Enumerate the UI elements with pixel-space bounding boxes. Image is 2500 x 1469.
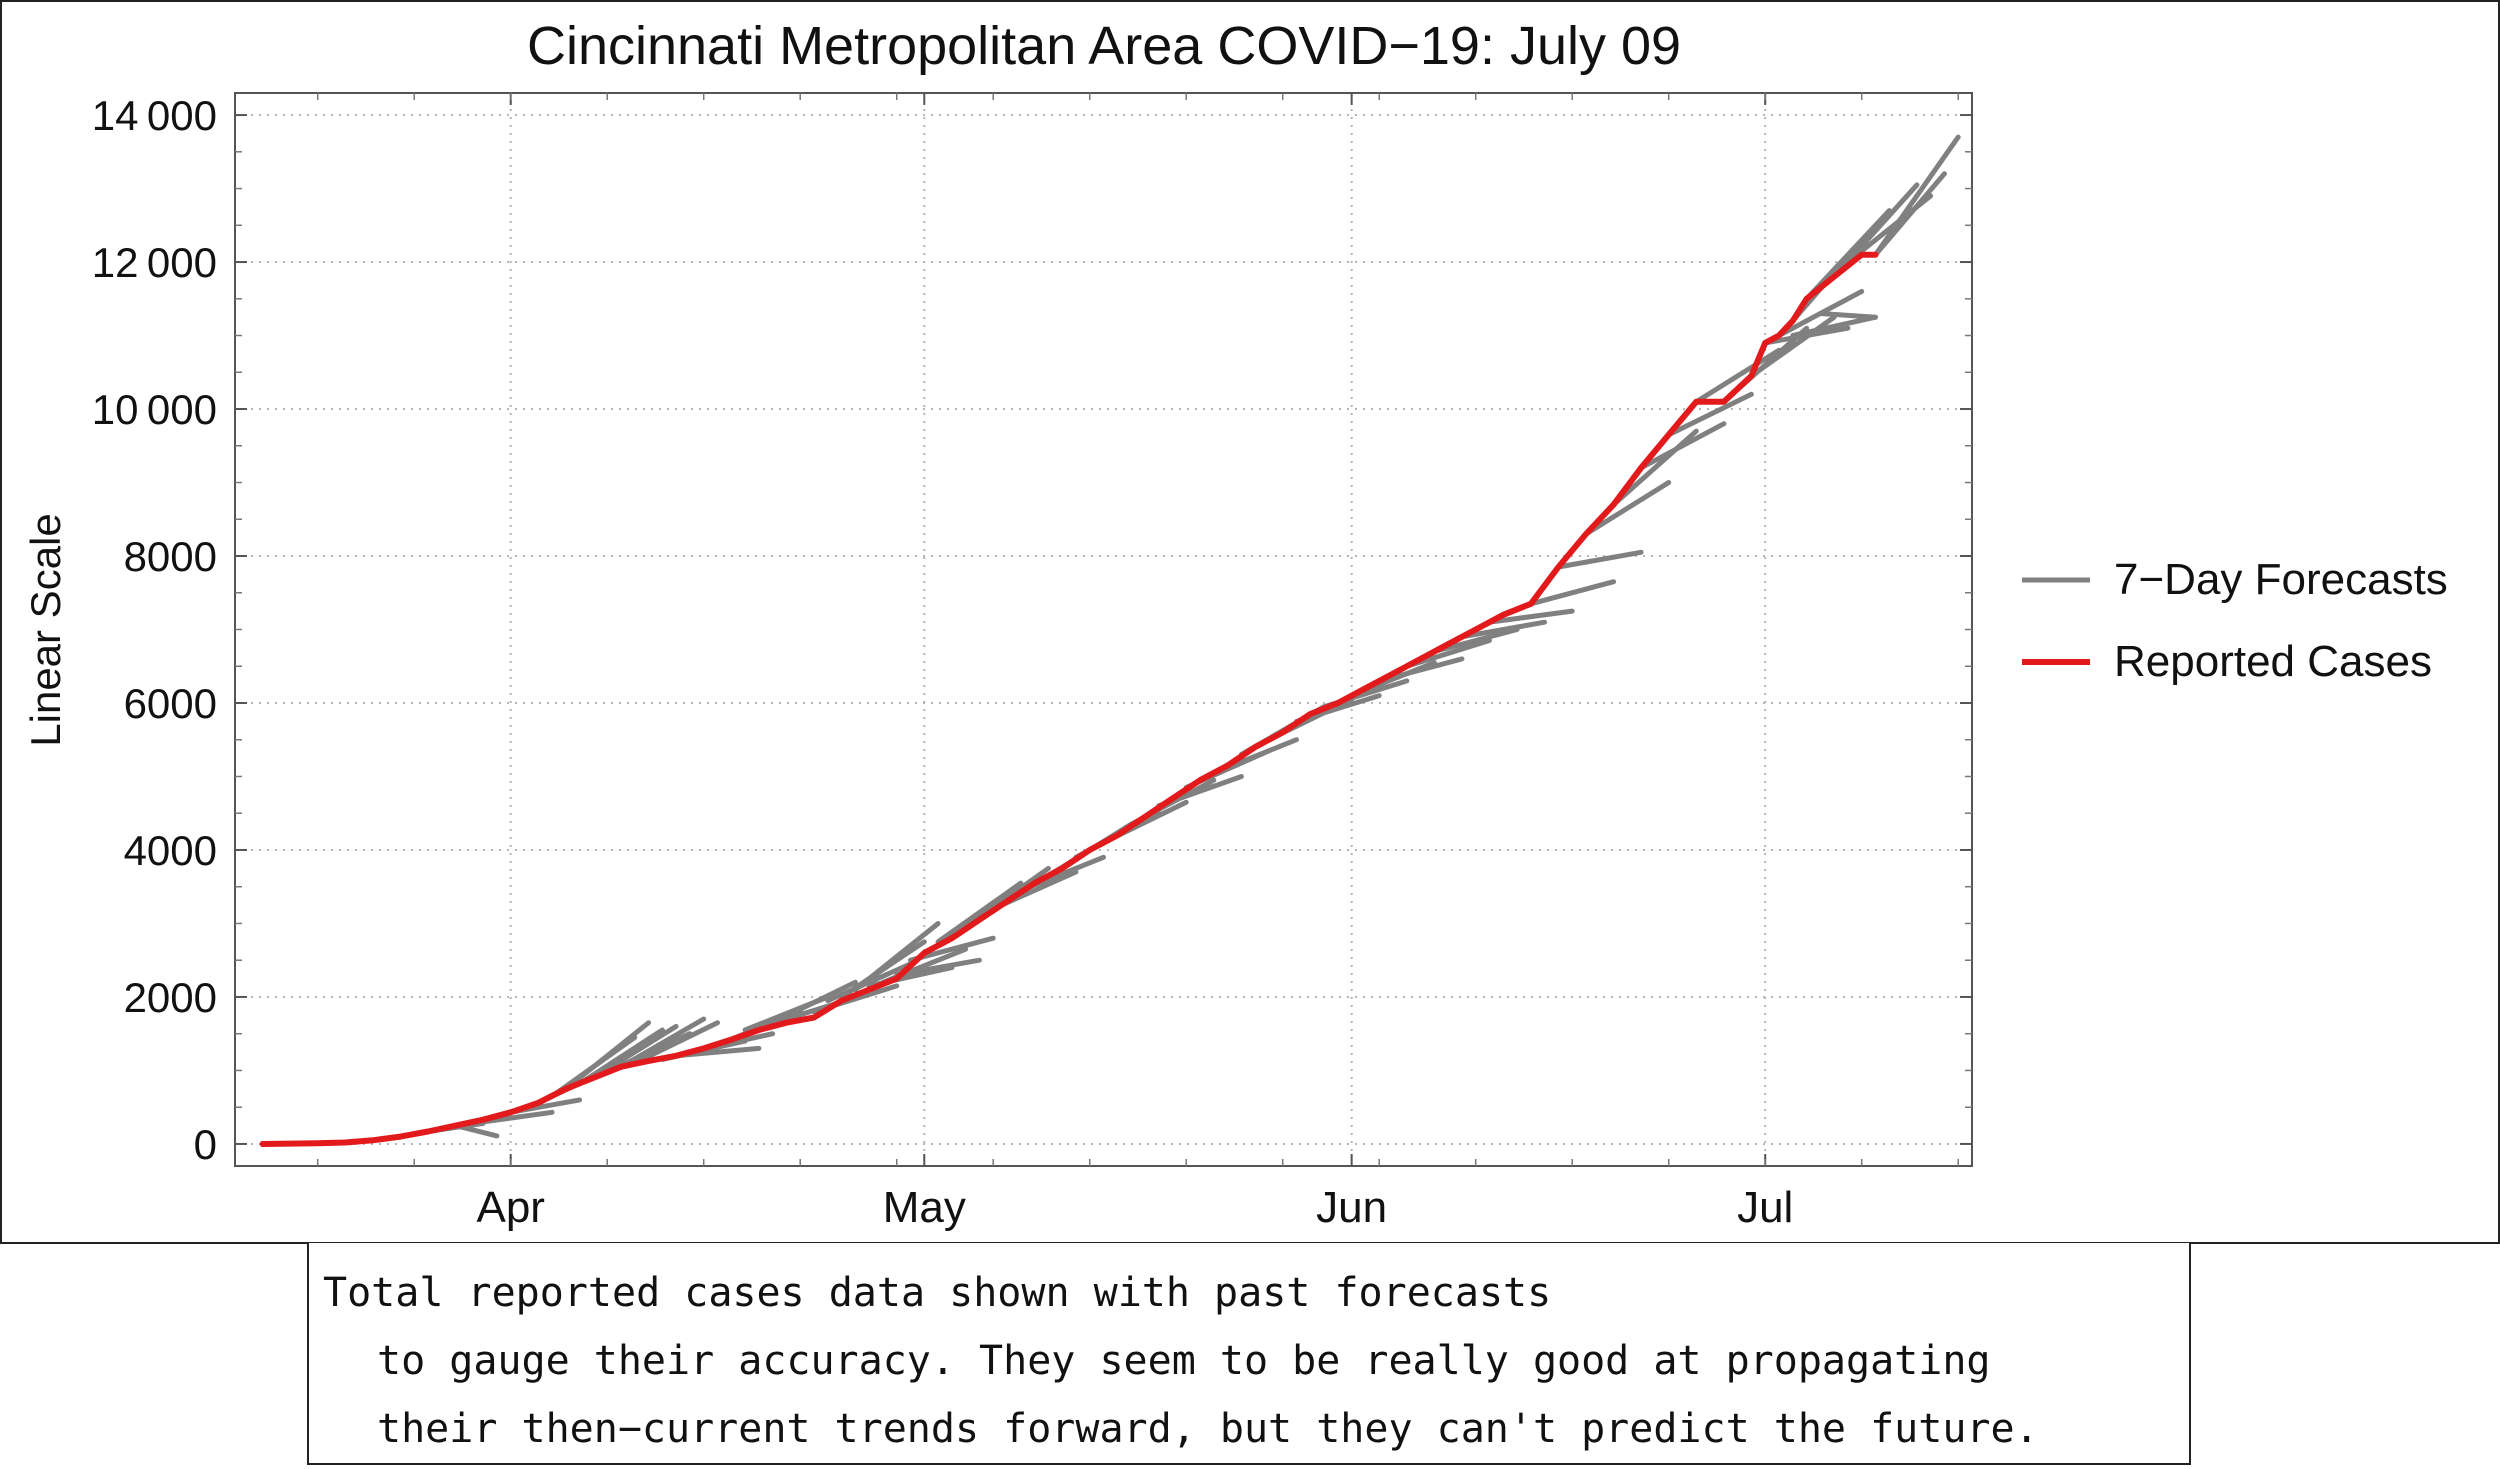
forecast-line (1528, 579, 1617, 607)
forecast-line (1873, 171, 1947, 258)
forecast-line (618, 1016, 707, 1070)
forecast-line (1555, 549, 1644, 570)
x-tick-label: May (883, 1183, 966, 1232)
forecast-line (1431, 627, 1520, 654)
forecast-line (1762, 325, 1851, 346)
forecast-line (1638, 421, 1727, 471)
forecast-line (1376, 656, 1465, 684)
grid-layer (235, 93, 1972, 1166)
y-tick-label: 10 000 (92, 386, 217, 433)
y-tick-label: 0 (194, 1121, 217, 1168)
reported-layer (259, 251, 1879, 1147)
forecast-layer (425, 134, 1961, 1139)
y-tick-label: 6000 (124, 680, 217, 727)
legend-label-forecasts: 7−Day Forecasts (2114, 555, 2448, 604)
forecast-line (1817, 311, 1878, 320)
y-tick-label: 8000 (124, 533, 217, 580)
caption-line-1: Total reported cases data shown with pas… (323, 1270, 1552, 1316)
plot-border (234, 92, 1973, 1167)
forecast-line (563, 1020, 652, 1092)
chart-frame: Cincinnati Metropolitan Area COVID−19: J… (0, 0, 2500, 1244)
caption-line-3: their then−current trends forward, but t… (377, 1406, 2039, 1452)
forecast-line (770, 979, 858, 1026)
forecast-line (1487, 608, 1575, 625)
forecast-line (632, 1020, 720, 1066)
y-axis-label: Linear Scale (22, 513, 69, 746)
forecast-line (1583, 480, 1672, 537)
caption-line-2: to gauge their accuracy. They seem to be… (377, 1338, 1991, 1384)
y-tick-label: 14 000 (92, 92, 217, 139)
forecast-line (1666, 391, 1754, 438)
y-tick-label: 2000 (124, 974, 217, 1021)
reported-cases-line (259, 251, 1879, 1147)
forecast-line (894, 957, 982, 978)
y-tick-label: 12 000 (92, 239, 217, 286)
forecast-line (1459, 619, 1548, 640)
forecast-line (935, 880, 1024, 945)
legend-label-reported: Reported Cases (2114, 637, 2432, 686)
forecast-line (1693, 347, 1782, 405)
caption-box: Total reported cases data shown with pas… (307, 1243, 2191, 1465)
y-tick-label: 4000 (124, 827, 217, 874)
forecast-line (1790, 314, 1878, 338)
x-tick-label: Jul (1737, 1183, 1793, 1232)
forecast-line (852, 921, 941, 993)
x-tick-label: Apr (476, 1183, 544, 1232)
forecast-line (453, 1123, 500, 1139)
x-tick-label: Jun (1316, 1183, 1387, 1232)
axis-layer: 0 2000 4000 6000 8000 10 000 12 000 14 000 Apr Ma… (92, 92, 1972, 1232)
legend: 7−Day Forecasts Reported Cases (2022, 555, 2448, 686)
chart-svg: Cincinnati Metropolitan Area COVID−19: J… (22, 16, 2448, 1232)
forecast-line (480, 1109, 555, 1125)
chart-title: Cincinnati Metropolitan Area COVID−19: J… (527, 16, 1681, 76)
